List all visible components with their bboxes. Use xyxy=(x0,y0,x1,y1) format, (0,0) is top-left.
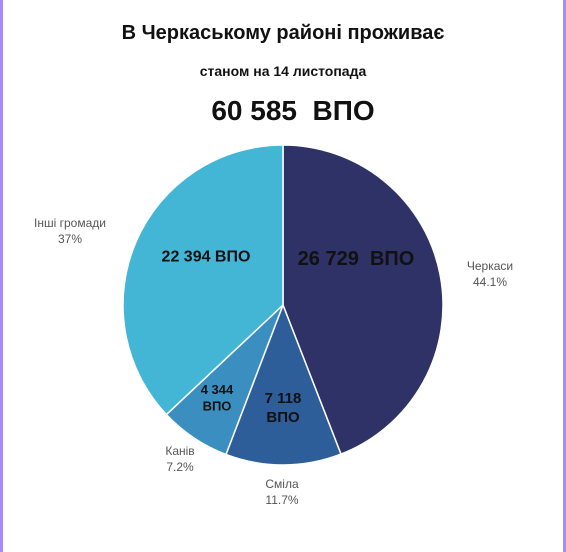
chart-title: В Черкаському районі проживає xyxy=(121,22,445,44)
left-frame-border xyxy=(0,0,3,552)
chart-subtitle: станом на 14 листопада xyxy=(199,63,367,79)
slice-label-4: Інші громади 37% xyxy=(34,216,106,246)
total-count: 60 585 ВПО xyxy=(211,95,375,126)
slice-value-4: 22 394 ВПО xyxy=(162,249,251,266)
slice-value-1: 26 729 ВПО xyxy=(298,248,415,270)
slice-label-3: Канів 7.2% xyxy=(165,444,194,474)
slice-value-2: 7 118 ВПО xyxy=(265,390,302,426)
slice-label-2: Сміла 11.7% xyxy=(265,477,299,507)
slice-value-3: 4 344 ВПО xyxy=(201,382,234,413)
pie-slice-2 xyxy=(225,302,342,466)
pie-slice-4 xyxy=(122,144,284,416)
slice-label-1: Черкаси 44.1% xyxy=(467,259,513,289)
right-frame-border xyxy=(563,0,566,552)
pie-slice-1 xyxy=(282,144,444,456)
